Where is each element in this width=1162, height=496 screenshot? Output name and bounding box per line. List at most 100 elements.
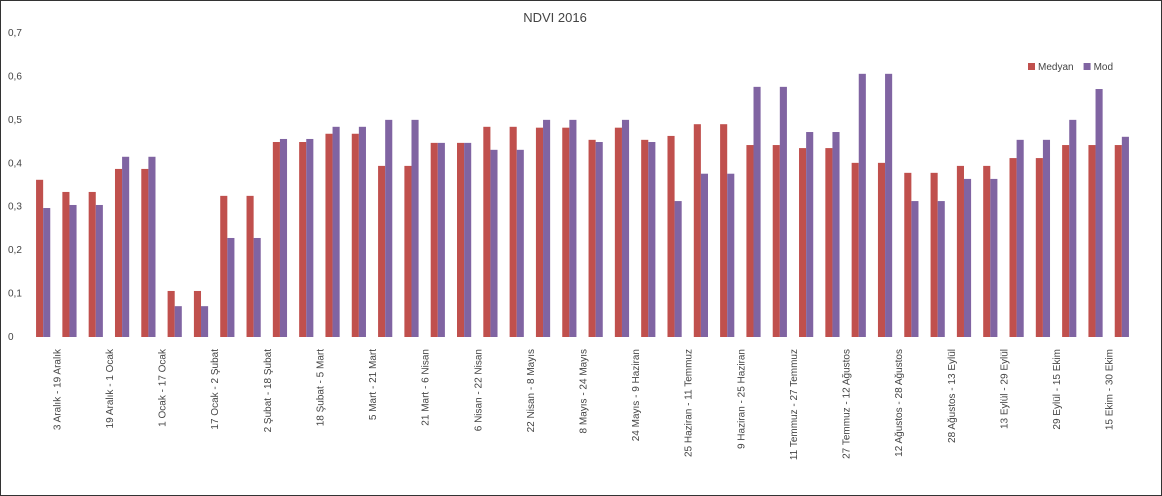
bar — [858, 73, 866, 337]
bar — [956, 165, 964, 337]
bar — [799, 148, 807, 337]
bar — [69, 204, 77, 337]
bar — [253, 237, 261, 337]
bar — [490, 149, 498, 337]
bar — [1121, 136, 1129, 337]
bar — [1088, 145, 1096, 337]
bar — [885, 73, 893, 337]
y-tick-label: 0,5 — [8, 115, 22, 126]
bar — [779, 86, 787, 337]
bar — [569, 119, 577, 337]
bar — [430, 142, 438, 337]
bar — [667, 135, 675, 337]
x-tick-label: 2 Şubat - 18 Şubat — [263, 349, 274, 433]
bar — [772, 145, 780, 337]
x-tick-label: 29 Eylül - 15 Ekim — [1052, 349, 1063, 430]
bar — [727, 173, 735, 337]
bar — [148, 156, 156, 337]
x-tick-label: 3 Aralık - 19 Aralık — [52, 348, 63, 430]
x-tick-label: 28 Ağustos - 13 Eylül — [947, 349, 958, 443]
x-tick-label: 6 Nisan - 22 Nisan — [473, 349, 484, 431]
bar — [36, 179, 44, 337]
bar — [832, 132, 840, 337]
bar — [963, 178, 972, 337]
legend-swatch — [1083, 63, 1091, 70]
x-tick-label: 13 Eylül - 29 Eylül — [999, 349, 1010, 429]
bar — [516, 149, 524, 337]
bar — [825, 148, 833, 337]
x-tick-label: 11 Temmuz - 27 Temmuz — [789, 349, 800, 460]
chart-title: NDVI 2016 — [523, 10, 587, 25]
bar — [483, 126, 491, 337]
x-tick-label: 21 Mart - 6 Nisan — [421, 349, 432, 426]
bar — [562, 127, 570, 337]
bar — [700, 173, 708, 337]
x-tick-label: 22 Nisan - 8 Mayıs — [526, 349, 537, 432]
bar — [535, 127, 544, 337]
bar — [325, 133, 333, 337]
bar — [411, 119, 419, 337]
bar — [641, 139, 649, 337]
legend-swatch — [1028, 63, 1035, 70]
x-tick-label: 1 Ocak - 17 Ocak — [158, 348, 169, 427]
bar — [851, 162, 859, 337]
bar — [543, 119, 551, 337]
bar — [437, 142, 445, 337]
bar — [746, 145, 754, 337]
bar — [122, 156, 130, 337]
bar — [95, 204, 103, 337]
x-tick-label: 25 Haziran - 11 Temmuz — [684, 349, 695, 457]
x-tick-label: 9 Haziran - 25 Haziran — [736, 349, 747, 449]
bar — [201, 306, 209, 337]
bar — [385, 119, 393, 337]
bar — [220, 195, 228, 337]
bar — [674, 201, 682, 337]
bar — [167, 290, 175, 337]
bar — [648, 142, 656, 337]
bar — [1042, 139, 1051, 337]
bar — [1035, 158, 1043, 337]
bar — [904, 172, 912, 337]
bar — [1069, 119, 1077, 337]
x-tick-label: 12 Ağustos - 28 Ağustos — [894, 349, 905, 457]
bar — [88, 191, 96, 337]
bar — [43, 208, 51, 337]
bar — [983, 165, 991, 337]
y-tick-label: 0,6 — [8, 71, 22, 82]
x-tick-label: 8 Mayıs - 24 Mayıs — [579, 349, 590, 433]
bar — [1062, 145, 1070, 337]
bar — [614, 127, 622, 337]
bar — [720, 124, 728, 337]
y-tick-label: 0,7 — [8, 28, 22, 39]
bar — [806, 132, 814, 337]
bar — [621, 119, 630, 337]
bar — [1009, 158, 1017, 337]
bar — [464, 142, 472, 337]
x-tick-label: 17 Ocak - 2 Şubat — [210, 349, 221, 430]
x-tick-label: 24 Mayıs - 9 Haziran — [631, 349, 642, 441]
x-tick-label: 19 Aralık - 1 Ocak — [105, 348, 116, 428]
bar — [279, 138, 288, 337]
bar — [404, 165, 412, 337]
y-tick-label: 0,2 — [8, 245, 22, 256]
bar — [588, 139, 596, 337]
legend-label: Medyan — [1038, 62, 1074, 73]
bar — [193, 290, 202, 337]
bar — [911, 201, 919, 337]
bar — [306, 138, 314, 337]
bar — [114, 168, 123, 337]
bar — [1114, 145, 1122, 337]
bar — [358, 126, 366, 337]
bar — [351, 133, 359, 337]
bar — [693, 124, 701, 337]
bar — [753, 86, 761, 337]
bar — [509, 126, 517, 337]
y-tick-label: 0,1 — [8, 289, 22, 300]
x-tick-label: 18 Şubat - 5 Mart — [315, 349, 326, 426]
y-tick-label: 0,3 — [8, 202, 22, 213]
bar — [877, 162, 886, 337]
x-tick-label: 15 Ekim - 30 Ekim — [1105, 349, 1116, 430]
x-tick-label: 5 Mart - 21 Mart — [368, 349, 379, 420]
bar — [227, 237, 235, 337]
